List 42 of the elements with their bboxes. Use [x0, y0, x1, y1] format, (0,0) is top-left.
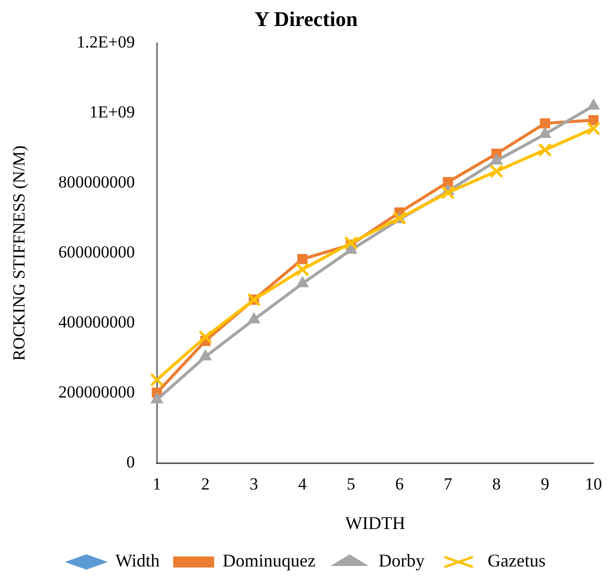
legend-label: Dominuquez [222, 550, 316, 571]
y-tick-label: 600000000 [58, 242, 135, 262]
point [296, 262, 310, 276]
x-axis-title: WIDTH [345, 512, 406, 533]
x-tick-label: 7 [444, 474, 453, 494]
point [587, 98, 600, 110]
point [441, 186, 455, 200]
x-tick-label: 5 [346, 474, 356, 494]
x-tick-label: 8 [492, 474, 501, 494]
y-tick-label: 0 [126, 452, 135, 472]
x-tick-label: 2 [201, 474, 210, 494]
legend-label: Dorby [378, 550, 425, 571]
y-axis-title: ROCKING STIFFNESS (N/M) [10, 145, 29, 361]
point [538, 142, 552, 157]
x-tick-label: 1 [152, 474, 162, 494]
x-tick-label: 3 [250, 474, 258, 494]
y-tick-label: 1E+09 [89, 102, 135, 122]
point [297, 254, 308, 264]
y-tick-label: 800000000 [58, 172, 135, 192]
point [296, 276, 309, 288]
point [490, 164, 504, 178]
point [198, 330, 212, 344]
point [538, 127, 552, 138]
point [150, 372, 164, 387]
y-tick-label: 400000000 [58, 312, 135, 332]
y-tick-label: 1.2E+09 [76, 32, 135, 52]
point [248, 312, 260, 324]
legend-label: Gazetus [488, 550, 546, 571]
legend-label: Width [115, 550, 160, 571]
point [490, 154, 503, 164]
point [586, 122, 600, 136]
x-tick-label: 9 [540, 474, 550, 494]
point [540, 118, 550, 128]
point [150, 392, 164, 404]
x-tick-label: 6 [395, 474, 404, 494]
chart-title: Y Direction [254, 7, 358, 32]
x-tick-label: 10 [585, 474, 602, 494]
point [442, 176, 454, 188]
point [344, 236, 358, 250]
y-tick-label: 200000000 [58, 382, 135, 402]
point [199, 350, 212, 360]
x-tick-label: 4 [298, 474, 308, 494]
